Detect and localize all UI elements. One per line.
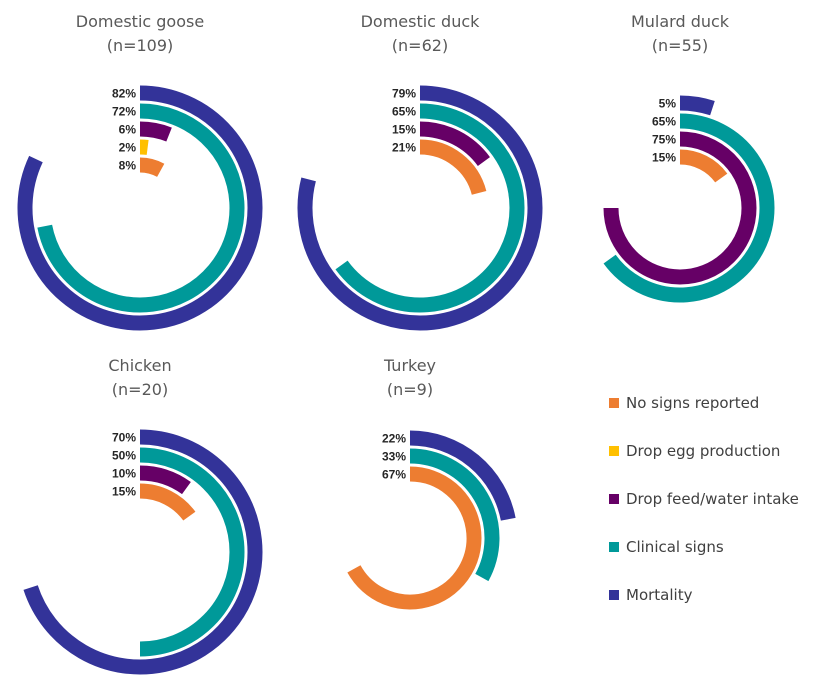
bar-clinical (409, 448, 500, 582)
panel-domestic-goose: Domestic goose (n=109) 82% 72% 6% 2% 8% (17, 12, 263, 331)
legend-swatch (609, 590, 619, 600)
legend-swatch (609, 446, 619, 456)
value-label-clinical: 65% (392, 105, 416, 119)
panel-sample-size: (n=55) (652, 36, 708, 55)
bar-mortality (679, 95, 715, 116)
value-label-clinical: 33% (382, 450, 406, 464)
value-label-clinical: 65% (652, 115, 676, 129)
bar-no_signs (347, 466, 482, 610)
value-label-no_signs: 67% (382, 468, 406, 482)
value-label-mortality: 79% (392, 87, 416, 101)
panel-sample-size: (n=20) (112, 380, 168, 399)
bar-drop_feed (603, 131, 757, 285)
panel-title: Mulard duck (631, 12, 730, 31)
value-label-no_signs: 15% (652, 151, 676, 165)
bar-mortality (17, 85, 263, 331)
legend-swatch (609, 542, 619, 552)
panel-sample-size: (n=9) (387, 380, 433, 399)
value-label-no_signs: 8% (119, 159, 137, 173)
value-label-drop_feed: 75% (652, 133, 676, 147)
bar-drop_feed (139, 121, 172, 142)
bar-no_signs (679, 149, 728, 183)
panel-sample-size: (n=109) (107, 36, 174, 55)
legend-item-clinical: Clinical signs (609, 538, 724, 556)
legend-label: Mortality (626, 586, 693, 604)
value-label-no_signs: 15% (112, 485, 136, 499)
bar-no_signs (139, 483, 196, 521)
bar-clinical (335, 103, 525, 313)
bar-clinical (139, 447, 245, 657)
bar-drop_feed (139, 465, 191, 495)
value-label-no_signs: 21% (392, 141, 416, 155)
bar-mortality (297, 85, 543, 331)
legend-item-drop_egg: Drop egg production (609, 442, 780, 460)
panel-title: Domestic goose (76, 12, 204, 31)
value-label-mortality: 82% (112, 87, 136, 101)
value-label-drop_egg: 2% (119, 141, 137, 155)
bar-no_signs (139, 157, 165, 178)
panel-title: Chicken (108, 356, 171, 375)
value-label-mortality: 70% (112, 431, 136, 445)
bar-clinical (37, 103, 245, 313)
value-label-drop_feed: 15% (392, 123, 416, 137)
panels-layer: Domestic goose(n=109)82%72%6%2%8%Domesti… (17, 12, 775, 675)
panel-title: Turkey (383, 356, 436, 375)
value-label-mortality: 22% (382, 432, 406, 446)
panel-mulard-duck: Mulard duck (n=55) 5% 65% 75% 15% (603, 12, 775, 303)
bar-no_signs (419, 139, 487, 195)
legend-swatch (609, 494, 619, 504)
legend-label: Drop feed/water intake (626, 490, 799, 508)
bar-clinical (603, 113, 775, 303)
panel-turkey: Turkey (n=9) 22% 33% 67% (347, 356, 516, 610)
legend: No signs reported Drop egg production Drop… (609, 394, 799, 604)
bar-mortality (409, 430, 516, 521)
panel-chicken: Chicken (n=20) 70% 50% 10% 15% (23, 356, 263, 675)
legend-item-no_signs: No signs reported (609, 394, 759, 412)
panel-sample-size: (n=62) (392, 36, 448, 55)
legend-label: No signs reported (626, 394, 759, 412)
legend-label: Clinical signs (626, 538, 724, 556)
bar-drop_feed (419, 121, 490, 167)
panel-title: Domestic duck (361, 12, 481, 31)
value-label-mortality: 5% (659, 97, 677, 111)
bar-mortality (23, 429, 263, 675)
panel-domestic-duck: Domestic duck (n=62) 79% 65% 15% 21% (297, 12, 543, 331)
legend-item-mortality: Mortality (609, 586, 693, 604)
legend-label: Drop egg production (626, 442, 780, 460)
value-label-clinical: 72% (112, 105, 136, 119)
legend-swatch (609, 398, 619, 408)
value-label-drop_feed: 6% (119, 123, 137, 137)
value-label-clinical: 50% (112, 449, 136, 463)
legend-item-drop_feed: Drop feed/water intake (609, 490, 799, 508)
value-label-drop_feed: 10% (112, 467, 136, 481)
